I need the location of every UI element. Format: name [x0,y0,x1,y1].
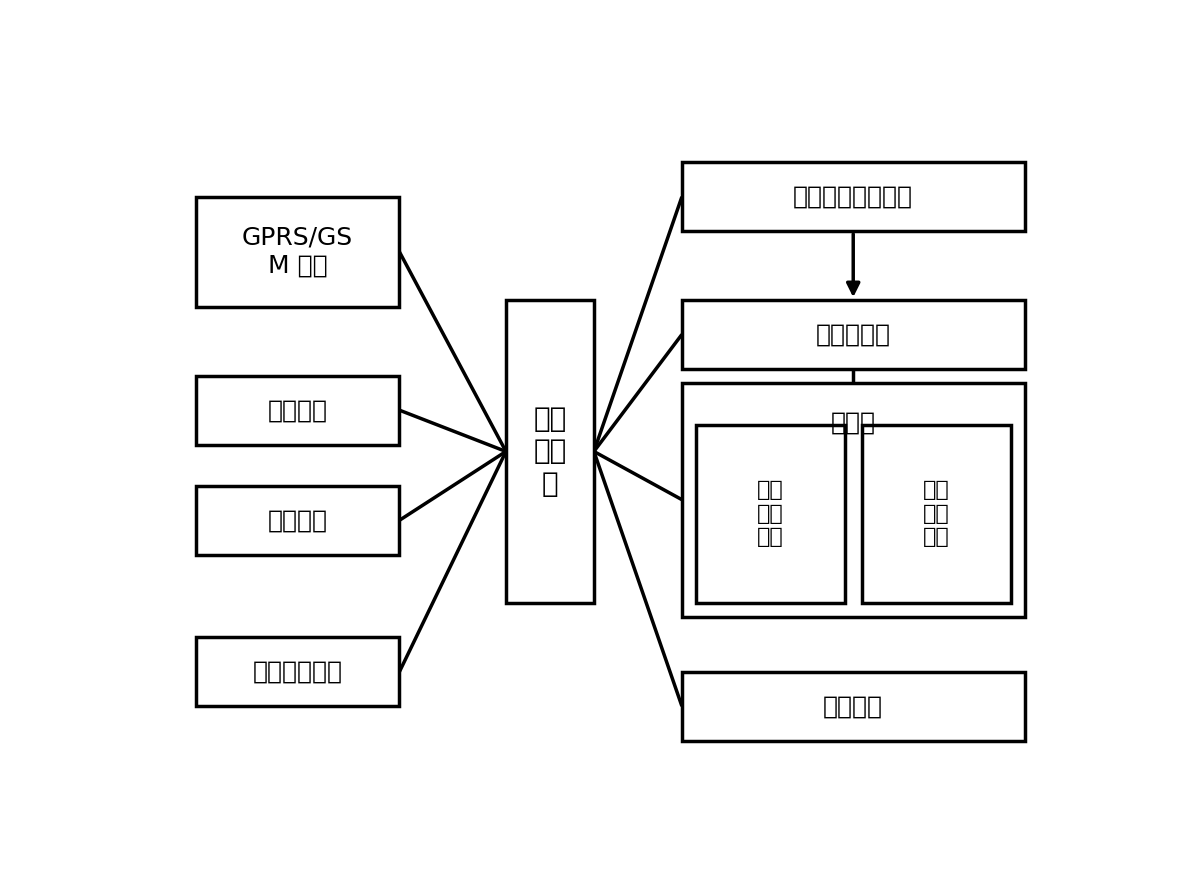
Text: 内置电源模块: 内置电源模块 [252,660,343,684]
Text: 加解密模块: 加解密模块 [816,323,890,347]
Bar [196,375,399,444]
Text: 定位模块: 定位模块 [268,398,327,422]
Text: 密鑰
存储
模块: 密鑰 存储 模块 [923,480,950,547]
Text: 存储器: 存储器 [831,410,876,434]
Text: 主控
器模
块: 主控 器模 块 [533,405,566,498]
Bar [682,163,1024,232]
Bar [196,637,399,706]
Bar [196,486,399,554]
Bar [682,300,1024,369]
Bar [682,671,1024,740]
Text: 电源模块: 电源模块 [268,509,327,532]
Text: 量子密鑰生成模块: 量子密鑰生成模块 [793,185,913,209]
Bar [505,300,594,603]
Bar [196,197,399,307]
Text: GPRS/GS
M 模块: GPRS/GS M 模块 [243,226,353,278]
Bar [695,425,845,603]
Bar [862,425,1011,603]
Bar [682,383,1024,617]
Text: 文件
存储
模块: 文件 存储 模块 [756,480,784,547]
Text: 接口模块: 接口模块 [823,694,883,718]
